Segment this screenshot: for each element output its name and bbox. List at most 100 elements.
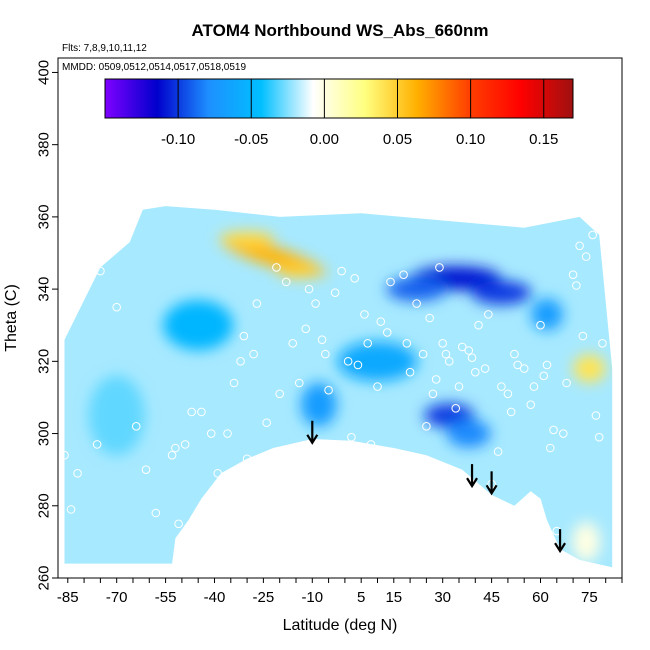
colorbar-tick-label: 0.10 [456, 131, 485, 148]
sample-point [262, 418, 271, 428]
sample-point [484, 310, 493, 319]
y-tick-label: 260 [36, 565, 53, 590]
sample-point [131, 422, 141, 431]
heatmap-feature [471, 280, 532, 305]
x-tick-label: 30 [434, 589, 451, 606]
sample-point [386, 277, 395, 287]
y-axis-label: Theta (C) [3, 284, 20, 352]
sample-point [470, 367, 480, 377]
sample-point [382, 328, 392, 337]
sample-point [197, 407, 206, 417]
sample-points [60, 230, 607, 536]
heatmap-feature [386, 277, 447, 302]
sample-point [591, 411, 601, 420]
sample-point [66, 505, 76, 514]
colorbar-tick-label: -0.10 [161, 131, 195, 148]
y-tick-label: 400 [36, 60, 53, 85]
heatmap-feature [163, 300, 234, 351]
sample-point [350, 273, 359, 283]
sample-point [441, 349, 451, 359]
sample-point [281, 277, 291, 287]
sample-point [422, 422, 431, 431]
sample-point [180, 440, 190, 449]
sample-point [151, 508, 161, 518]
sample-point [497, 382, 506, 391]
sample-point [275, 389, 284, 399]
sample-point [480, 364, 490, 373]
sample-point [317, 335, 327, 344]
sample-point [405, 367, 415, 377]
sample-point [239, 331, 249, 341]
heatmap-feature [337, 341, 418, 382]
sample-point [444, 357, 454, 366]
x-tick-label: 15 [385, 589, 402, 606]
sample-point [60, 450, 69, 460]
sample-point [252, 299, 262, 308]
sample-point [73, 468, 82, 478]
sample-point [402, 338, 412, 348]
sample-point [83, 277, 92, 287]
sample-point [510, 349, 519, 359]
colorbar-tick-label: 0.00 [310, 131, 339, 148]
sample-point [425, 313, 434, 323]
sample-point [529, 382, 539, 391]
sample-point [206, 429, 216, 438]
sample-point [376, 317, 386, 326]
colorbar-tick-label: 0.05 [383, 131, 412, 148]
heatmap-feature [88, 375, 145, 456]
sample-point [242, 454, 252, 464]
sample-point [174, 519, 183, 529]
colorbar-gradient [104, 78, 574, 119]
sample-point [304, 284, 314, 294]
sample-point [598, 338, 607, 348]
sample-point [353, 360, 363, 370]
sample-point [187, 407, 196, 417]
sample-point [229, 378, 239, 388]
arrow-marker [485, 471, 498, 496]
sample-point [506, 407, 516, 417]
x-tick-label: -25 [253, 589, 275, 606]
sample-point [435, 263, 444, 272]
x-axis: -85 -70 -55 -40 -25 -10 5 15 30 45 60 75 [57, 578, 623, 606]
sample-point [213, 468, 223, 478]
sample-point [223, 429, 232, 438]
y-tick-label: 300 [36, 421, 53, 446]
sample-point [373, 382, 382, 391]
sample-point [171, 443, 180, 453]
heatmap-features [88, 231, 606, 562]
sample-point [311, 299, 320, 308]
sample-point [549, 425, 558, 435]
sample-point [366, 440, 376, 449]
x-tick-label: 60 [532, 589, 549, 606]
x-tick-label: -40 [204, 589, 226, 606]
x-tick-label: 75 [581, 589, 598, 606]
x-tick-label: -55 [155, 589, 177, 606]
sample-point [236, 357, 245, 366]
sample-point [562, 378, 571, 388]
x-axis-label: Latitude (deg N) [283, 617, 398, 634]
sample-point [324, 385, 333, 395]
arrow-marker [466, 464, 478, 489]
chart-title: ATOM4 Northbound WS_Abs_660nm [192, 21, 489, 40]
sample-point [568, 270, 578, 279]
sample-point [321, 349, 330, 359]
sample-point [301, 324, 311, 334]
sample-point [343, 357, 353, 366]
heatmap-feature [277, 264, 322, 279]
sample-point [428, 389, 438, 399]
sample-point [526, 400, 536, 409]
sample-point [594, 432, 604, 442]
sample-point [294, 378, 304, 388]
sample-point [330, 288, 340, 298]
y-tick-label: 360 [36, 204, 53, 229]
y-tick-label: 280 [36, 493, 53, 518]
sample-point [542, 360, 552, 370]
x-tick-label: -85 [57, 589, 79, 606]
colorbar-ticks: -0.10 -0.05 0.00 0.05 0.10 0.15 [161, 79, 558, 148]
sample-point [337, 266, 346, 276]
colorbar-tick-label: 0.15 [529, 131, 558, 148]
sample-point [96, 266, 105, 276]
arrow-marker [554, 529, 566, 554]
sample-point [588, 230, 597, 240]
